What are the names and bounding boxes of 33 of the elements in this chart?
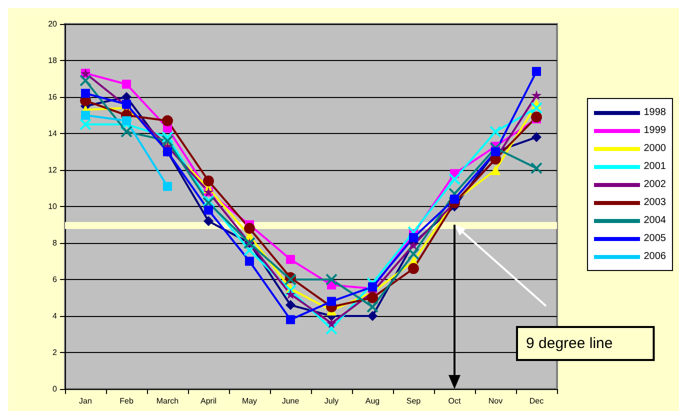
y-tick-label: 6 bbox=[52, 275, 58, 284]
legend-label: 2000 bbox=[644, 143, 666, 154]
y-tick-label: 18 bbox=[48, 56, 58, 65]
y-tick-label: 16 bbox=[48, 92, 58, 102]
annotation: 9 degree line bbox=[526, 335, 613, 352]
x-tick-label: Oct bbox=[448, 396, 462, 406]
legend-label: 1999 bbox=[644, 125, 666, 136]
y-tick-label: 12 bbox=[48, 166, 58, 174]
x-tick-label: May bbox=[242, 396, 258, 406]
x-tick-label: Sep bbox=[406, 396, 422, 406]
x-tick-label: Jan bbox=[79, 396, 92, 406]
x-tick-label: June bbox=[282, 396, 300, 406]
x-tick-label: April bbox=[200, 396, 217, 406]
x-tick-label: Nov bbox=[488, 396, 503, 406]
x-tick-label: Feb bbox=[120, 396, 134, 406]
y-tick-label: 20 bbox=[48, 20, 58, 28]
legend-label: 2001 bbox=[644, 161, 666, 172]
y-tick-label: 2 bbox=[52, 348, 58, 357]
y-tick-label: 0 bbox=[52, 384, 58, 394]
legend-label: 2003 bbox=[644, 197, 666, 208]
x-tick-label: Aug bbox=[365, 396, 380, 406]
legend-label: 2006 bbox=[644, 251, 666, 262]
y-tick-label: 14 bbox=[48, 129, 58, 138]
legend-label: 2002 bbox=[644, 179, 666, 190]
x-tick-label: Dec bbox=[529, 396, 544, 406]
legend-label: 2005 bbox=[644, 233, 666, 244]
x-tick-label: July bbox=[324, 396, 339, 406]
y-tick-label: 8 bbox=[52, 238, 58, 248]
x-tick-label: March bbox=[156, 396, 179, 406]
y-tick-label: 4 bbox=[52, 312, 58, 320]
y-tick-label: 10 bbox=[48, 202, 58, 211]
legend-label: 1998 bbox=[644, 107, 666, 118]
legend-label: 2004 bbox=[644, 215, 666, 226]
